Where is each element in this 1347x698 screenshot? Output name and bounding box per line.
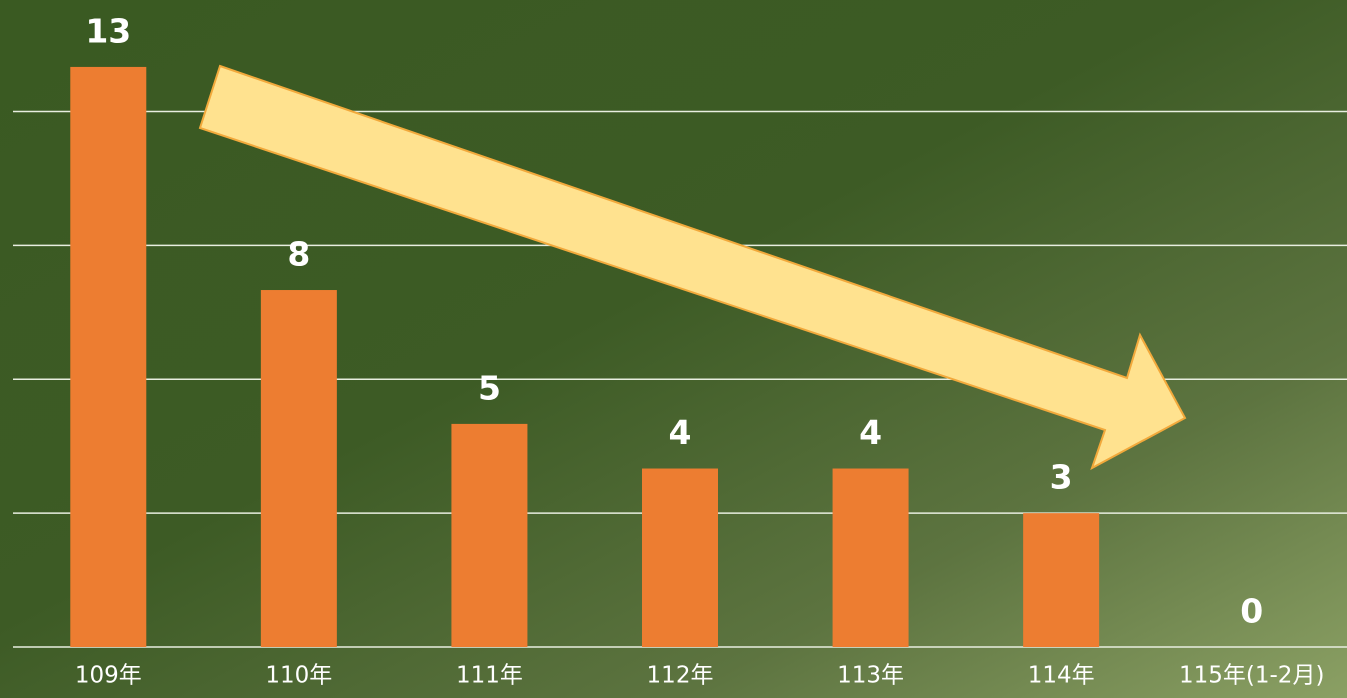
bar (1023, 513, 1099, 647)
x-tick-label: 112年 (647, 663, 714, 689)
value-label: 13 (85, 11, 131, 50)
bar (70, 67, 146, 647)
value-label: 3 (1050, 458, 1073, 497)
value-label: 5 (478, 368, 501, 407)
value-label: 4 (669, 413, 692, 452)
chart: 109年 13 110年 8 111年 5 112年 4 113年 4 114年 3 115年(1-2月… (0, 0, 1347, 698)
bar (451, 424, 527, 647)
x-tick-label: 111年 (456, 663, 523, 689)
bar (833, 469, 909, 647)
x-tick-label: 114年 (1028, 663, 1095, 689)
value-label: 8 (287, 235, 310, 274)
x-tick-label: 113年 (837, 663, 904, 689)
value-label: 4 (859, 413, 882, 452)
x-tick-label: 115年(1-2月) (1179, 663, 1324, 689)
value-label: 0 (1240, 592, 1263, 631)
x-tick-label: 109年 (75, 663, 142, 689)
bar (261, 290, 337, 647)
bar (642, 469, 718, 647)
x-tick-label: 110年 (265, 663, 332, 689)
